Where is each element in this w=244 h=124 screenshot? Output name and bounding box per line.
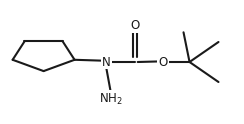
Text: N: N bbox=[102, 56, 111, 68]
Text: NH$_2$: NH$_2$ bbox=[99, 91, 122, 107]
Text: O: O bbox=[158, 56, 168, 68]
Text: O: O bbox=[131, 19, 140, 32]
